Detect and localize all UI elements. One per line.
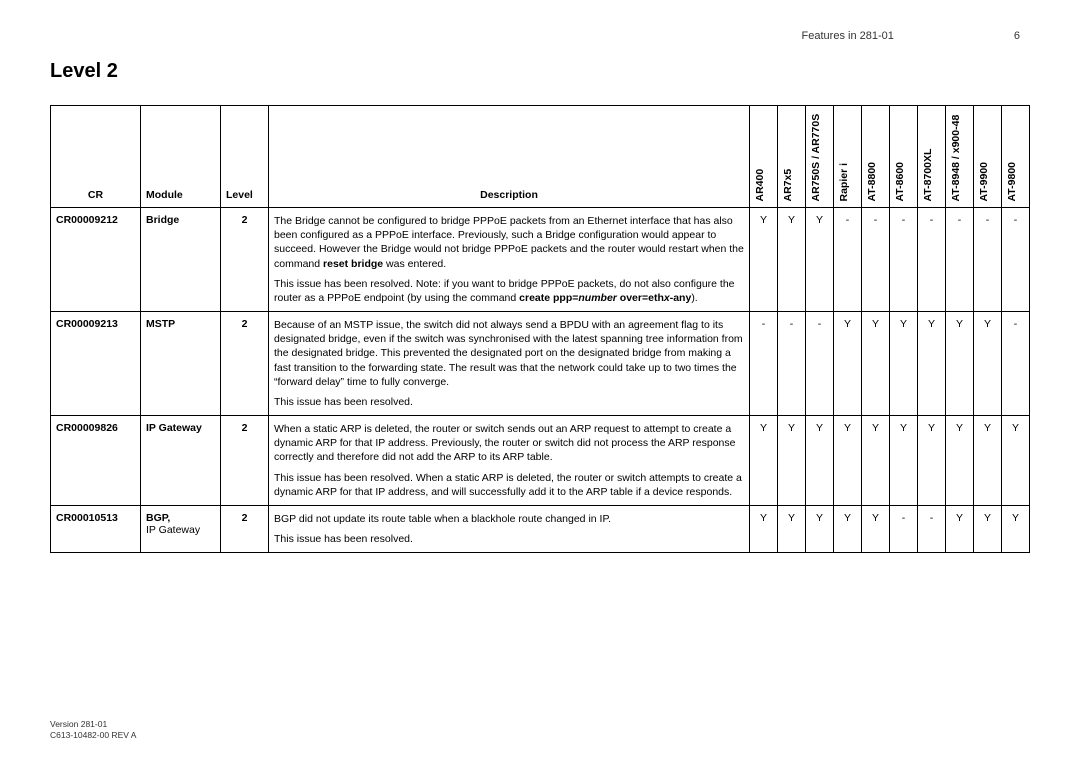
cell-platform: Y <box>834 505 862 552</box>
cell-platform: Y <box>778 505 806 552</box>
footer-doc-id: C613-10482-00 REV A <box>50 730 136 741</box>
cell-description: Because of an MSTP issue, the switch did… <box>269 312 750 416</box>
table-row: CR00010513BGP,IP Gateway2BGP did not upd… <box>51 505 1030 552</box>
cell-module: Bridge <box>141 208 221 312</box>
cell-platform: Y <box>750 505 778 552</box>
cell-platform: - <box>946 208 974 312</box>
col-platform: Rapier i <box>834 106 862 208</box>
cell-platform: Y <box>1002 505 1030 552</box>
cell-platform: Y <box>778 208 806 312</box>
cell-platform: Y <box>806 505 834 552</box>
col-platform: AT-9800 <box>1002 106 1030 208</box>
table-row: CR00009213MSTP2Because of an MSTP issue,… <box>51 312 1030 416</box>
cell-platform: - <box>834 208 862 312</box>
cell-platform: Y <box>806 416 834 506</box>
cell-platform: Y <box>862 312 890 416</box>
table-body: CR00009212Bridge2The Bridge cannot be co… <box>51 208 1030 553</box>
col-platform: AT-8800 <box>862 106 890 208</box>
table-row: CR00009826IP Gateway2When a static ARP i… <box>51 416 1030 506</box>
cell-platform: Y <box>974 312 1002 416</box>
col-level: Level <box>221 106 269 208</box>
footer-version: Version 281-01 <box>50 719 136 730</box>
cell-level: 2 <box>221 208 269 312</box>
cell-platform: - <box>750 312 778 416</box>
col-platform: AR7x5 <box>778 106 806 208</box>
col-platform: AT-8948 / x900-48 <box>946 106 974 208</box>
cell-platform: Y <box>974 416 1002 506</box>
table-row: CR00009212Bridge2The Bridge cannot be co… <box>51 208 1030 312</box>
page-footer: Version 281-01 C613-10482-00 REV A <box>50 719 136 741</box>
cell-platform: Y <box>750 208 778 312</box>
cell-platform: - <box>1002 208 1030 312</box>
cell-platform: - <box>806 312 834 416</box>
cell-module: BGP,IP Gateway <box>141 505 221 552</box>
cell-level: 2 <box>221 312 269 416</box>
cell-platform: - <box>1002 312 1030 416</box>
cell-platform: - <box>890 505 918 552</box>
cell-platform: - <box>918 208 946 312</box>
cell-module: MSTP <box>141 312 221 416</box>
cell-platform: Y <box>806 208 834 312</box>
col-platform: AR400 <box>750 106 778 208</box>
cell-platform: - <box>778 312 806 416</box>
cell-platform: Y <box>890 416 918 506</box>
cell-platform: Y <box>750 416 778 506</box>
cell-platform: Y <box>834 416 862 506</box>
table-header-row: CR Module Level Description AR400 AR7x5 … <box>51 106 1030 208</box>
cell-platform: Y <box>890 312 918 416</box>
cell-platform: Y <box>946 505 974 552</box>
col-platform: AT-8700XL <box>918 106 946 208</box>
cell-platform: Y <box>918 416 946 506</box>
cell-platform: Y <box>946 416 974 506</box>
cell-cr: CR00010513 <box>51 505 141 552</box>
col-module: Module <box>141 106 221 208</box>
cell-level: 2 <box>221 505 269 552</box>
feature-table: CR Module Level Description AR400 AR7x5 … <box>50 105 1030 553</box>
cell-description: When a static ARP is deleted, the router… <box>269 416 750 506</box>
cell-platform: - <box>974 208 1002 312</box>
cell-platform: Y <box>974 505 1002 552</box>
cell-platform: - <box>862 208 890 312</box>
section-title: Level 2 <box>50 60 1030 83</box>
page-header: Features in 281-01 6 <box>50 30 1030 42</box>
cell-platform: Y <box>834 312 862 416</box>
cell-platform: Y <box>778 416 806 506</box>
header-page: 6 <box>1014 30 1020 42</box>
cell-description: The Bridge cannot be configured to bridg… <box>269 208 750 312</box>
header-title: Features in 281-01 <box>802 30 894 42</box>
col-platform: AT-8600 <box>890 106 918 208</box>
cell-platform: - <box>918 505 946 552</box>
col-platform: AR750S / AR770S <box>806 106 834 208</box>
cell-platform: - <box>890 208 918 312</box>
col-platform: AT-9900 <box>974 106 1002 208</box>
cell-platform: Y <box>918 312 946 416</box>
cell-cr: CR00009826 <box>51 416 141 506</box>
cell-platform: Y <box>862 416 890 506</box>
cell-cr: CR00009213 <box>51 312 141 416</box>
col-cr: CR <box>51 106 141 208</box>
cell-platform: Y <box>1002 416 1030 506</box>
col-description: Description <box>269 106 750 208</box>
cell-platform: Y <box>946 312 974 416</box>
cell-description: BGP did not update its route table when … <box>269 505 750 552</box>
cell-cr: CR00009212 <box>51 208 141 312</box>
cell-platform: Y <box>862 505 890 552</box>
cell-module: IP Gateway <box>141 416 221 506</box>
cell-level: 2 <box>221 416 269 506</box>
